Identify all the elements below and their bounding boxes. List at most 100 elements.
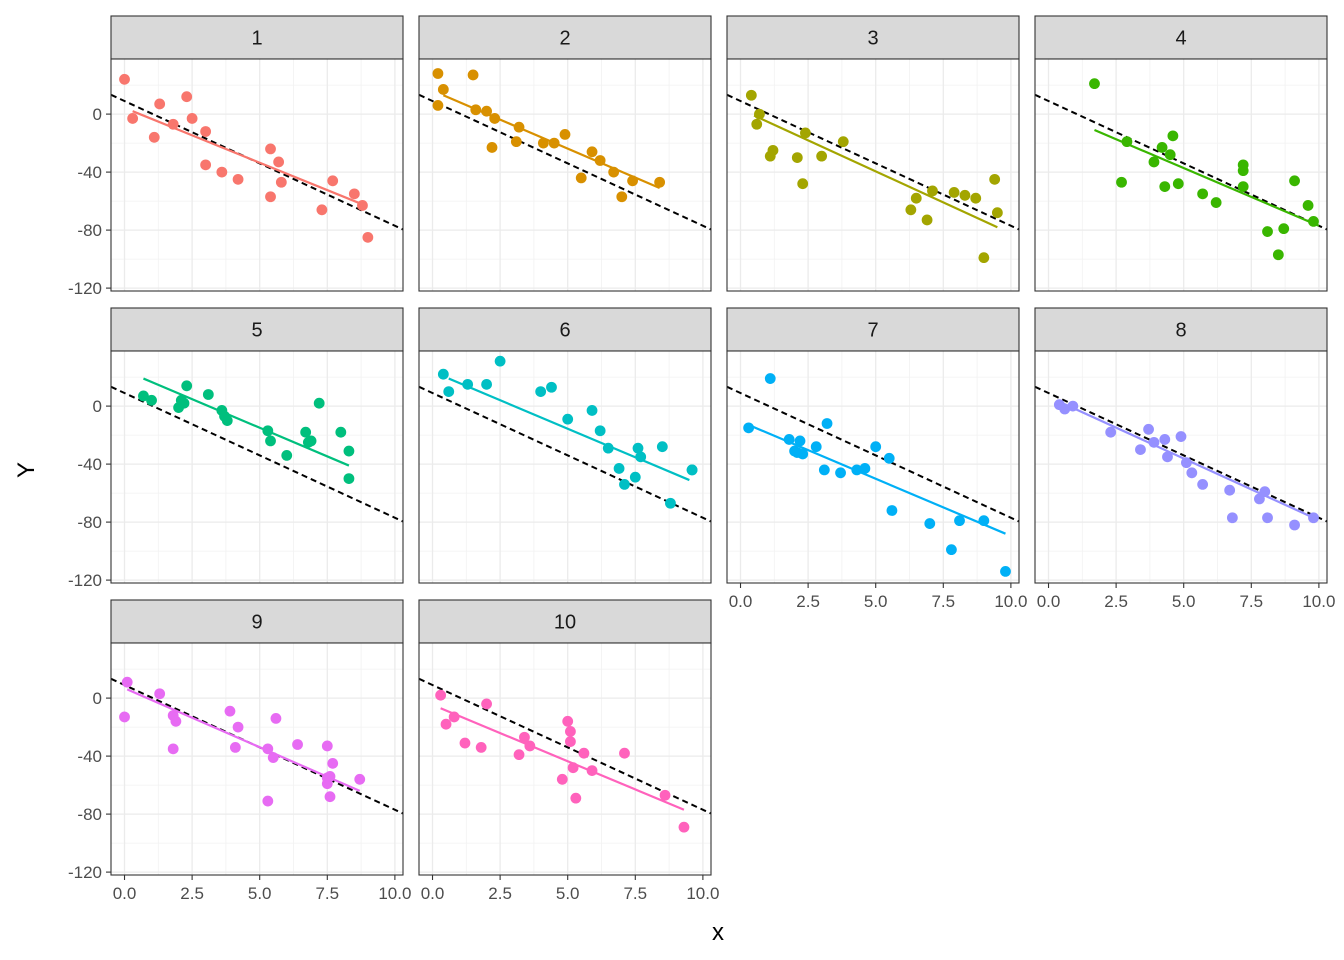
panel-border [726, 350, 1020, 584]
data-point [978, 515, 990, 527]
data-point [1210, 197, 1222, 208]
strip-background [1034, 307, 1328, 352]
data-point [924, 518, 936, 529]
data-point [327, 757, 339, 769]
data-point [462, 378, 474, 390]
data-point [300, 426, 312, 438]
data-point [313, 397, 325, 409]
data-point [1000, 566, 1011, 577]
data-point [794, 435, 806, 447]
data-point [154, 98, 166, 110]
data-point [1148, 156, 1160, 168]
data-point [594, 425, 606, 437]
data-point [537, 137, 549, 149]
x-tick-label: 5.0 [248, 884, 272, 903]
data-point [121, 676, 133, 688]
strip-background [1034, 15, 1328, 60]
data-point [797, 448, 809, 460]
data-point [1105, 426, 1117, 438]
strip-background [110, 599, 404, 644]
data-point [851, 464, 863, 476]
data-point [510, 136, 522, 148]
data-point [494, 355, 506, 367]
plot-background [1035, 351, 1327, 583]
data-point [154, 688, 166, 700]
data-point [324, 791, 336, 803]
panel-3: 3 [726, 15, 1020, 292]
reference-line [727, 93, 1019, 231]
y-tick-label: 0 [93, 689, 102, 708]
data-point [354, 773, 366, 785]
data-point [656, 441, 668, 453]
data-point [1302, 200, 1314, 211]
y-tick-label: -80 [77, 805, 102, 824]
panel-7: 7 0.0 2.5 5.0 7.5 10.0 [726, 307, 1027, 611]
panel-1: 1 0 -40 -80 -120 [68, 15, 404, 298]
data-point [221, 415, 233, 426]
data-point [1135, 444, 1146, 455]
data-point [1186, 467, 1198, 479]
data-point [818, 464, 830, 476]
data-point [432, 68, 444, 79]
data-point [1262, 226, 1273, 237]
data-point [991, 207, 1003, 219]
data-point [616, 191, 628, 203]
panel-border [418, 642, 712, 876]
data-point [275, 176, 287, 188]
x-tick-label: 10.0 [378, 884, 411, 903]
reference-line [419, 385, 711, 523]
data-point [619, 747, 630, 759]
data-point [167, 743, 179, 755]
plot-background [111, 59, 403, 291]
data-point [481, 105, 492, 117]
data-point [586, 146, 598, 158]
panel-border [110, 642, 404, 876]
data-point [327, 175, 339, 187]
panel-2: 2 [418, 15, 712, 292]
x-tick-label: 2.5 [488, 884, 512, 903]
data-point [1289, 175, 1300, 187]
data-point [870, 441, 882, 453]
data-point [281, 450, 293, 461]
data-point [948, 187, 960, 198]
data-point [229, 742, 241, 753]
data-point [343, 473, 355, 484]
data-point [910, 192, 922, 204]
data-point [321, 740, 333, 752]
data-point [1308, 512, 1319, 524]
x-tick-label: 7.5 [1239, 592, 1263, 611]
data-point [665, 497, 676, 509]
x-tick-label: 5.0 [1172, 592, 1196, 611]
x-axis-title: x [712, 919, 724, 946]
data-point [224, 705, 236, 717]
data-point [305, 435, 317, 447]
data-point [565, 736, 576, 747]
y-axis-title: Y [13, 462, 40, 478]
data-point [883, 452, 895, 464]
data-point [559, 129, 571, 140]
strip-label: 2 [559, 28, 570, 50]
data-point [546, 381, 557, 393]
data-point [262, 425, 274, 437]
data-point [629, 471, 641, 483]
reference-line [1035, 385, 1327, 523]
x-tick-label: 7.5 [623, 884, 647, 903]
data-point [316, 204, 328, 216]
strip-label: 9 [251, 612, 262, 634]
panel-8: 8 0.0 2.5 5.0 7.5 10.0 [1034, 307, 1335, 611]
data-point [578, 747, 590, 759]
data-point [535, 386, 547, 397]
y-tick-label: -120 [68, 571, 102, 590]
panel-10: 10 0.0 2.5 5.0 7.5 10.0 [418, 599, 719, 903]
data-point [475, 742, 487, 753]
data-point [1156, 142, 1168, 153]
data-point [978, 252, 990, 264]
panel-content [111, 377, 403, 523]
data-point [489, 113, 501, 124]
data-point [659, 789, 671, 801]
y-tick-label: -120 [68, 279, 102, 298]
panel-4: 4 [1034, 15, 1328, 292]
data-point [835, 467, 846, 479]
